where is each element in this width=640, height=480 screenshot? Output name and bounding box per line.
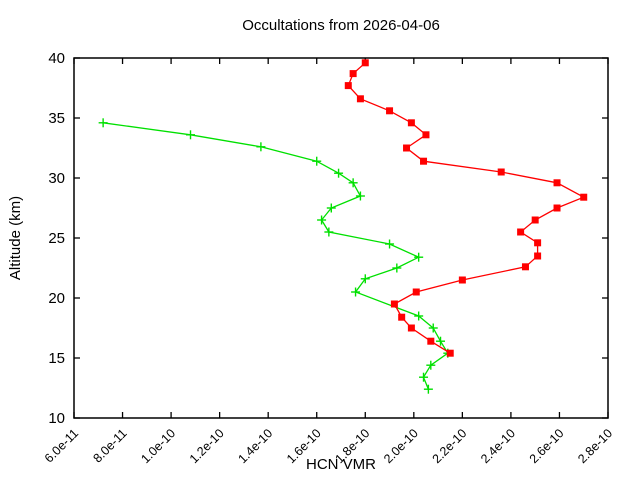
x-axis-label: HCN VMR [306, 456, 376, 473]
square-marker [521, 263, 529, 271]
square-marker [356, 95, 364, 103]
y-tick-label: 30 [48, 170, 65, 187]
square-marker [412, 288, 420, 296]
square-marker [580, 193, 588, 201]
square-marker [386, 107, 394, 115]
y-tick-label: 10 [48, 410, 65, 427]
square-marker [458, 276, 466, 284]
square-marker [497, 168, 505, 176]
x-tick-label: 8.0e-11 [90, 426, 129, 465]
square-marker [553, 179, 561, 187]
series-line-occultation-red [347, 62, 586, 354]
y-tick-label: 40 [48, 50, 65, 67]
axes: 6.0e-11 8.0e-11 1.0e-10 1.2e-10 1.4e-10 1.6e-… [42, 50, 615, 466]
x-tick-label: 1.4e-10 [235, 426, 275, 466]
square-marker [349, 70, 357, 78]
plot-border [73, 57, 609, 419]
square-marker [517, 228, 525, 236]
y-axis-label: Altitude (km) [7, 196, 24, 280]
chart-title: Occultations from 2026-04-06 [242, 17, 440, 34]
series-line-occultation-green [103, 122, 449, 390]
y-tick-label: 15 [48, 350, 65, 367]
square-marker [420, 157, 428, 165]
square-marker [398, 313, 406, 321]
y-tick-label: 25 [48, 230, 65, 247]
x-tick-label: 2.2e-10 [430, 426, 470, 466]
square-marker [407, 119, 415, 127]
x-tick-label: 1.0e-10 [138, 426, 178, 466]
square-marker [531, 216, 539, 224]
square-marker [534, 252, 542, 260]
x-tick-label: 2.6e-10 [527, 426, 567, 466]
square-marker [344, 82, 352, 90]
x-tick-label: 2.8e-10 [575, 426, 615, 466]
x-tick-label: 1.2e-10 [187, 426, 227, 466]
square-marker [534, 239, 542, 247]
data-series [98, 59, 588, 394]
square-marker [427, 337, 435, 345]
x-tick-label: 2.0e-10 [381, 426, 421, 466]
square-marker [422, 131, 430, 139]
x-tick-label: 6.0e-11 [42, 426, 81, 465]
y-tick-label: 35 [48, 110, 65, 127]
square-marker [407, 324, 415, 332]
square-marker [361, 59, 369, 67]
square-marker [403, 144, 411, 152]
y-tick-label: 20 [48, 290, 65, 307]
square-marker [553, 204, 561, 212]
x-tick-label: 2.4e-10 [478, 426, 518, 466]
square-marker [446, 349, 454, 357]
square-marker [390, 300, 398, 308]
